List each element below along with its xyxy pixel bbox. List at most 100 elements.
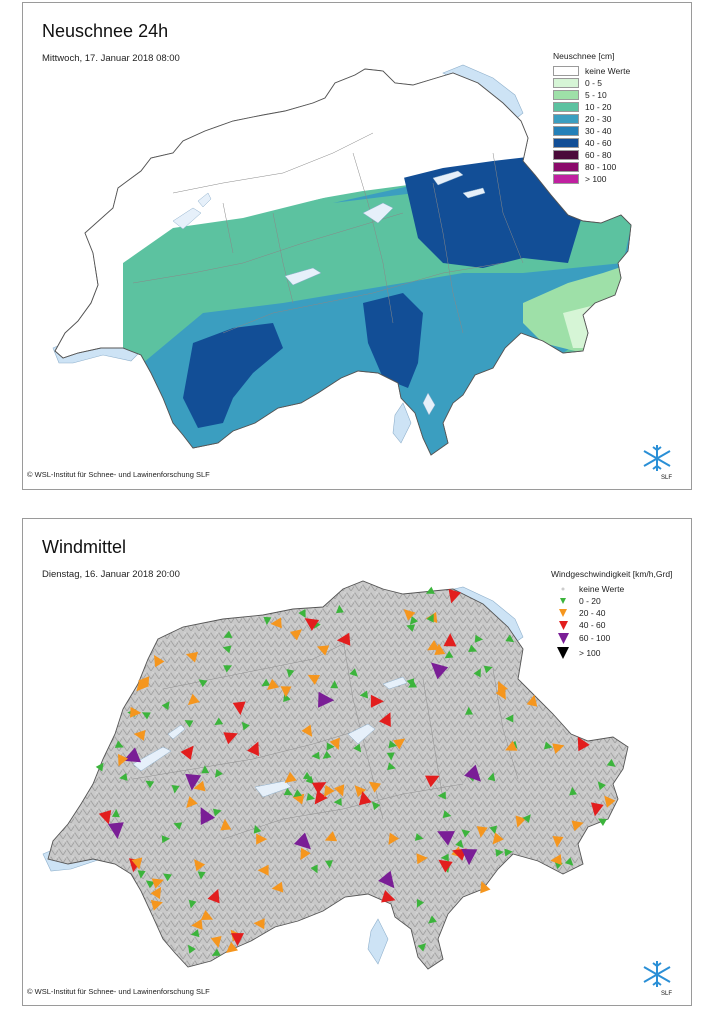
legend-swatch bbox=[553, 90, 579, 100]
wind-arrow-marker bbox=[111, 809, 120, 818]
wind-arrow-marker bbox=[301, 724, 313, 737]
no-data-dot-icon bbox=[551, 583, 575, 595]
wind-arrow-marker bbox=[526, 694, 538, 707]
wind-arrow-marker bbox=[118, 754, 129, 767]
legend-label: > 100 bbox=[585, 174, 607, 184]
wind-arrow-marker bbox=[598, 818, 607, 826]
wind-arrow-marker bbox=[212, 808, 222, 817]
legend-item: 30 - 40 bbox=[553, 125, 630, 137]
wind-arrow-marker bbox=[261, 678, 271, 687]
wind-arrow-marker bbox=[119, 772, 128, 781]
wind-arrow-marker bbox=[247, 741, 259, 757]
legend-item: keine Werte bbox=[551, 583, 672, 595]
legend-label: 60 - 100 bbox=[579, 633, 611, 643]
wind-arrow-marker bbox=[284, 771, 297, 783]
wind-arrow-marker bbox=[191, 918, 203, 930]
snowfall-legend: Neuschnee [cm] keine Werte 0 - 5 5 - 10 … bbox=[553, 51, 630, 185]
wind-arrow-marker bbox=[329, 737, 340, 750]
wind-arrow-marker bbox=[381, 890, 396, 903]
wind-arrow-marker bbox=[492, 832, 504, 845]
wind-arrow-marker bbox=[310, 864, 318, 874]
legend-swatch bbox=[553, 66, 579, 76]
legend-item: 20 - 40 bbox=[551, 607, 672, 619]
wind-arrow-marker bbox=[305, 775, 314, 785]
wind-arrow-marker bbox=[473, 668, 481, 678]
wind-arrow-marker bbox=[98, 809, 112, 825]
arrow-icon bbox=[551, 595, 575, 607]
legend-label: 40 - 60 bbox=[579, 620, 606, 630]
wind-arrow-marker bbox=[569, 786, 578, 796]
legend-label: 20 - 40 bbox=[579, 608, 606, 618]
legend-label: 30 - 40 bbox=[585, 126, 612, 136]
wind-arrow-marker bbox=[256, 833, 268, 845]
wind-arrow-marker bbox=[425, 775, 440, 788]
wind-arrow-marker bbox=[286, 669, 295, 678]
wind-arrow-marker bbox=[474, 634, 484, 643]
wind-arrow-marker bbox=[333, 784, 345, 797]
legend-swatch bbox=[553, 78, 579, 88]
wind-arrow-marker bbox=[130, 706, 142, 718]
wind-arrow-marker bbox=[416, 898, 425, 908]
wind-arrow-marker bbox=[476, 826, 488, 838]
wind-arrow-marker bbox=[388, 832, 400, 845]
copyright-text: © WSL-Institut für Schnee- und Lawinenfo… bbox=[27, 470, 210, 479]
wind-arrow-marker bbox=[564, 857, 574, 866]
wind-arrow-marker bbox=[417, 943, 427, 952]
wind-arrow-marker bbox=[590, 802, 604, 817]
wind-arrow-marker bbox=[253, 918, 265, 930]
wind-arrow-marker bbox=[442, 810, 452, 819]
wind-arrow-marker bbox=[550, 854, 562, 866]
wind-arrow-marker bbox=[200, 807, 216, 825]
snowfall-map bbox=[52, 64, 632, 456]
wind-arrow-marker bbox=[222, 645, 232, 654]
wind-arrow-marker bbox=[151, 878, 164, 889]
map-timestamp: Mittwoch, 17. Januar 2018 08:00 bbox=[42, 53, 180, 64]
wind-arrow-marker bbox=[324, 831, 338, 842]
wind-arrow-marker bbox=[440, 853, 449, 862]
wind-arrow-marker bbox=[393, 738, 406, 750]
wind-arrow-marker bbox=[283, 787, 293, 796]
copyright-text: © WSL-Institut für Schnee- und Lawinenfo… bbox=[27, 987, 210, 996]
wind-arrow-marker bbox=[358, 791, 372, 806]
wind-arrow-marker bbox=[408, 680, 418, 688]
wind-arrow-marker bbox=[409, 616, 419, 625]
wind-arrow-marker bbox=[131, 857, 143, 870]
wind-arrow-marker bbox=[200, 909, 214, 920]
wind-arrow-marker bbox=[173, 822, 183, 830]
wind-arrow-marker bbox=[271, 881, 284, 893]
legend-swatch bbox=[553, 126, 579, 136]
slf-logo-icon: SLF bbox=[643, 445, 672, 481]
wind-arrow-marker bbox=[543, 741, 553, 750]
wind-arrow-marker bbox=[316, 645, 330, 656]
interior-lakes bbox=[132, 676, 408, 798]
wind-arrow-marker bbox=[552, 836, 564, 848]
wind-arrow-marker bbox=[185, 773, 202, 791]
legend-swatch bbox=[553, 114, 579, 124]
interior-lakes bbox=[172, 170, 486, 416]
wind-arrow-marker bbox=[461, 829, 471, 838]
wind-arrow-marker bbox=[597, 781, 606, 791]
legend-label: 60 - 80 bbox=[585, 150, 612, 160]
wind-arrow-marker bbox=[314, 790, 328, 805]
wind-arrow-marker bbox=[403, 609, 416, 621]
wind-map-panel: Windmittel Dienstag, 16. Januar 2018 20:… bbox=[22, 518, 692, 1006]
wind-arrow-marker bbox=[300, 847, 311, 861]
wind-arrow-marker bbox=[210, 935, 222, 948]
wind-arrow-marker bbox=[180, 745, 194, 760]
legend-label: > 100 bbox=[579, 647, 601, 658]
wind-arrow-marker bbox=[253, 824, 262, 834]
legend-label: 80 - 100 bbox=[585, 162, 617, 172]
legend-item: 10 - 20 bbox=[553, 101, 630, 113]
wind-arrow-marker bbox=[197, 871, 206, 880]
legend-label: keine Werte bbox=[585, 66, 631, 76]
lake-maggiore bbox=[367, 918, 389, 965]
wind-arrow-marker bbox=[330, 680, 339, 689]
wind-arrow-marker bbox=[434, 643, 446, 655]
legend-swatch bbox=[553, 162, 579, 172]
wind-arrow-marker bbox=[372, 801, 381, 811]
wind-arrow-marker bbox=[505, 740, 518, 751]
map-timestamp: Dienstag, 16. Januar 2018 20:00 bbox=[42, 569, 180, 580]
wind-arrow-marker bbox=[226, 941, 239, 954]
legend-item: 80 - 100 bbox=[553, 161, 630, 173]
wind-arrow-marker bbox=[465, 706, 474, 715]
